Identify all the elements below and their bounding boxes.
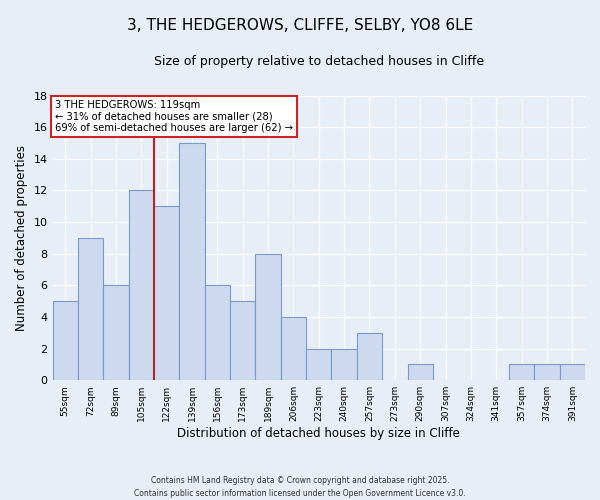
Bar [128, 190, 154, 380]
Bar [534, 364, 560, 380]
Bar [509, 364, 534, 380]
Bar [230, 301, 256, 380]
Bar [154, 206, 179, 380]
Bar [306, 348, 331, 380]
Bar [78, 238, 103, 380]
Bar [560, 364, 585, 380]
Title: Size of property relative to detached houses in Cliffe: Size of property relative to detached ho… [154, 55, 484, 68]
Bar [179, 143, 205, 380]
Bar [281, 317, 306, 380]
Bar [407, 364, 433, 380]
Text: 3 THE HEDGEROWS: 119sqm
← 31% of detached houses are smaller (28)
69% of semi-de: 3 THE HEDGEROWS: 119sqm ← 31% of detache… [55, 100, 293, 133]
Bar [256, 254, 281, 380]
Bar [53, 301, 78, 380]
Bar [331, 348, 357, 380]
Text: 3, THE HEDGEROWS, CLIFFE, SELBY, YO8 6LE: 3, THE HEDGEROWS, CLIFFE, SELBY, YO8 6LE [127, 18, 473, 32]
Bar [205, 286, 230, 380]
Bar [103, 286, 128, 380]
X-axis label: Distribution of detached houses by size in Cliffe: Distribution of detached houses by size … [178, 427, 460, 440]
Text: Contains HM Land Registry data © Crown copyright and database right 2025.
Contai: Contains HM Land Registry data © Crown c… [134, 476, 466, 498]
Y-axis label: Number of detached properties: Number of detached properties [15, 145, 28, 331]
Bar [357, 333, 382, 380]
